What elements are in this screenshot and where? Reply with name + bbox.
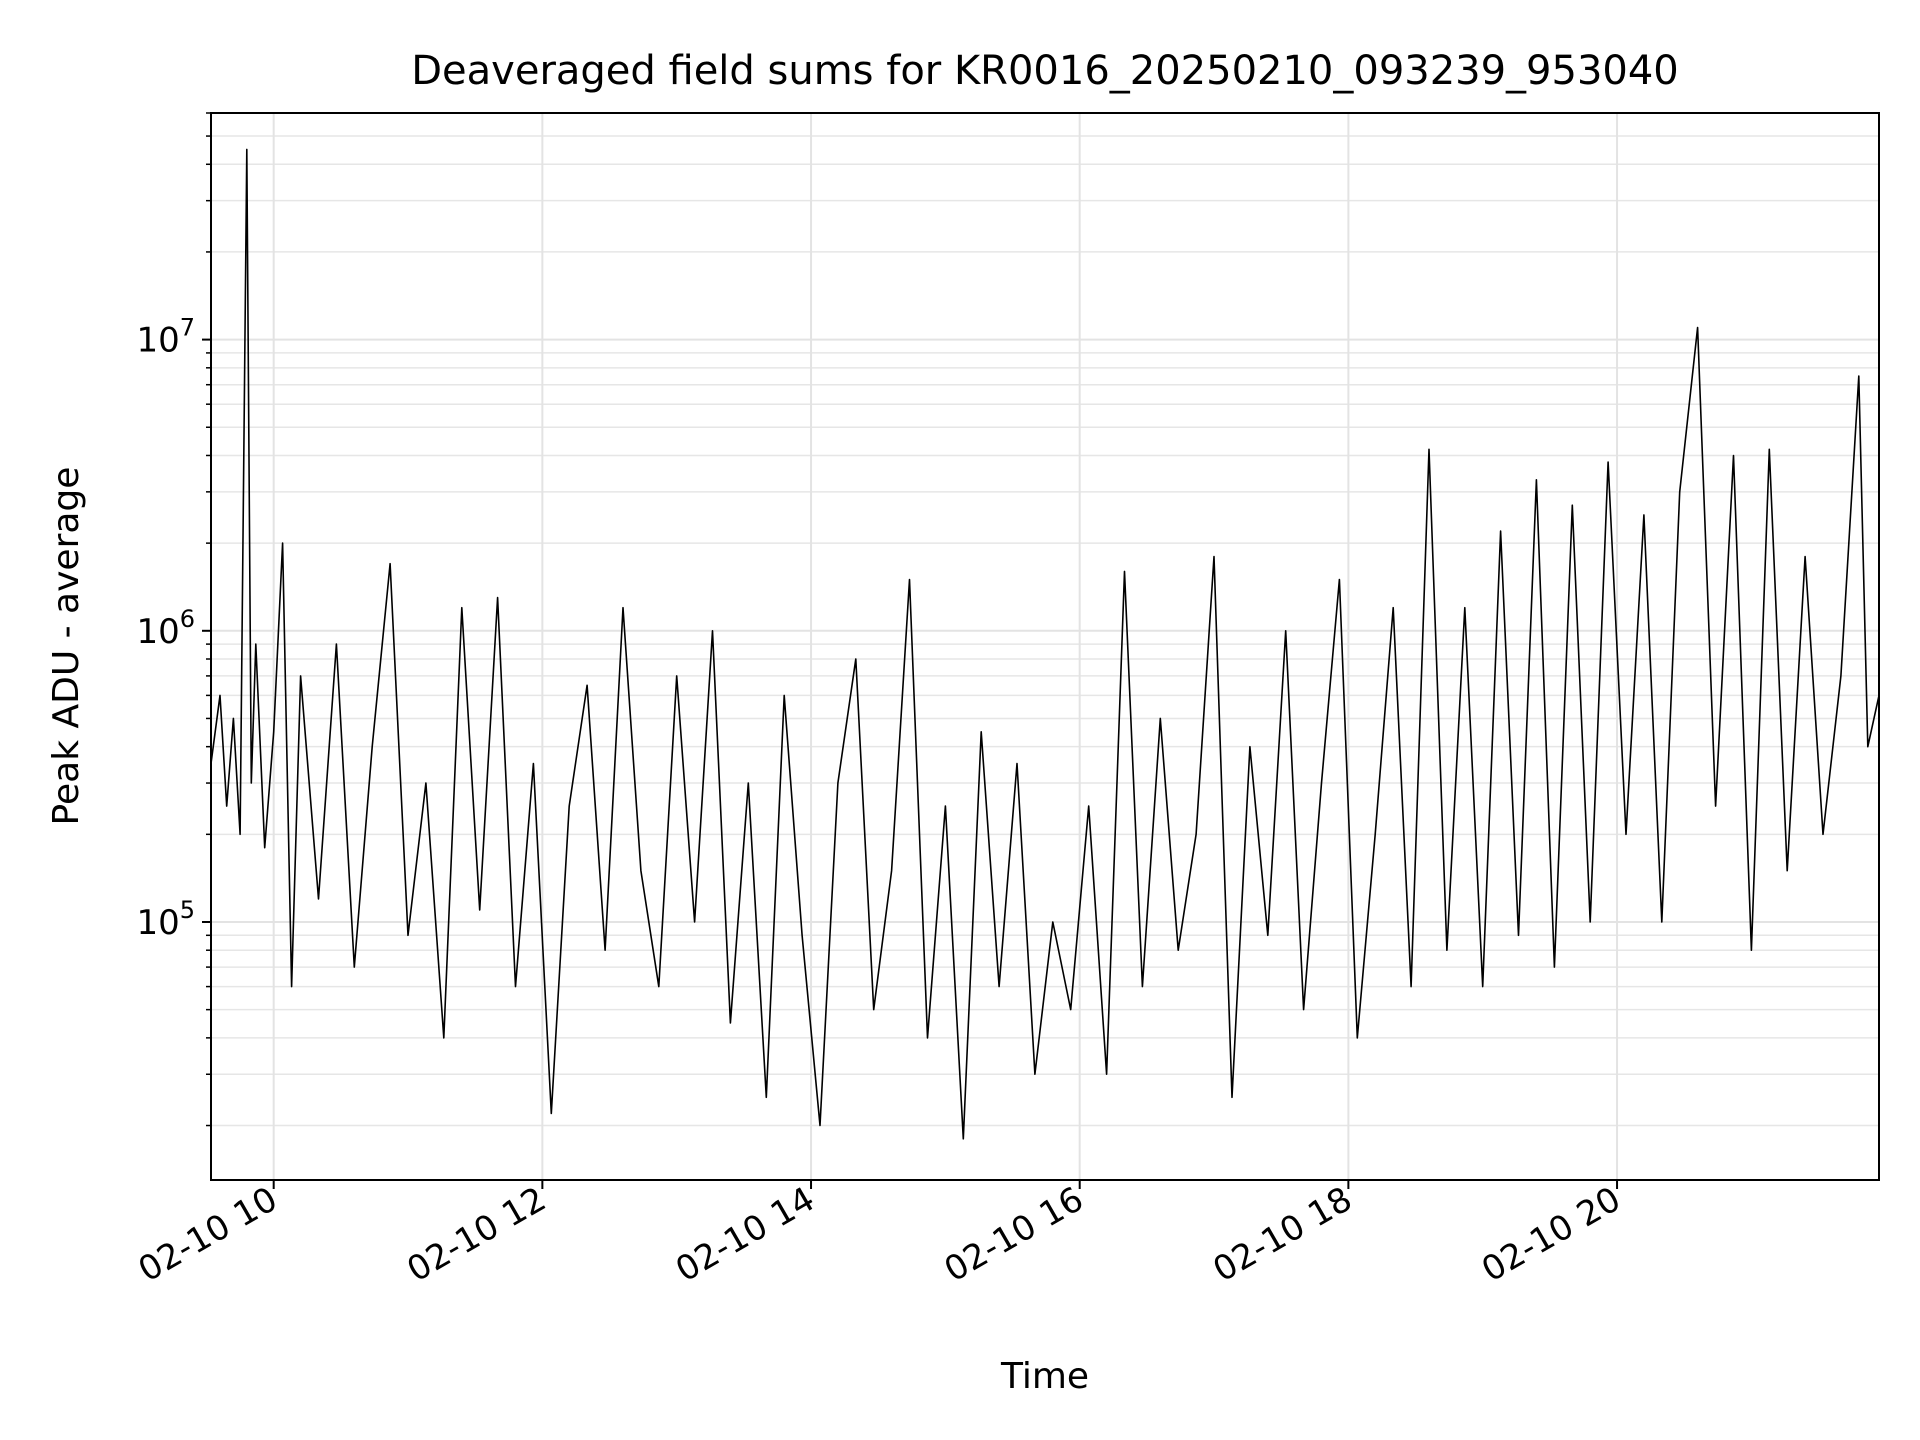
y-tick-label: 106 bbox=[136, 605, 195, 652]
minor-gridlines bbox=[206, 112, 1879, 1127]
y-tick-label: 107 bbox=[136, 314, 195, 361]
plot-area-frame bbox=[210, 112, 1880, 1181]
x-axis-title: Time bbox=[1000, 1356, 1089, 1397]
y-axis-title: Peak ADU - average bbox=[46, 467, 87, 826]
chart-title: Deaveraged field sums for KR0016_2025021… bbox=[411, 48, 1679, 94]
series-layer bbox=[210, 148, 1880, 1140]
series-line bbox=[210, 148, 1880, 1140]
major-gridlines bbox=[211, 113, 1879, 1180]
y-axis: 105 106 107 bbox=[136, 314, 211, 943]
y-tick-label: 105 bbox=[136, 896, 195, 943]
